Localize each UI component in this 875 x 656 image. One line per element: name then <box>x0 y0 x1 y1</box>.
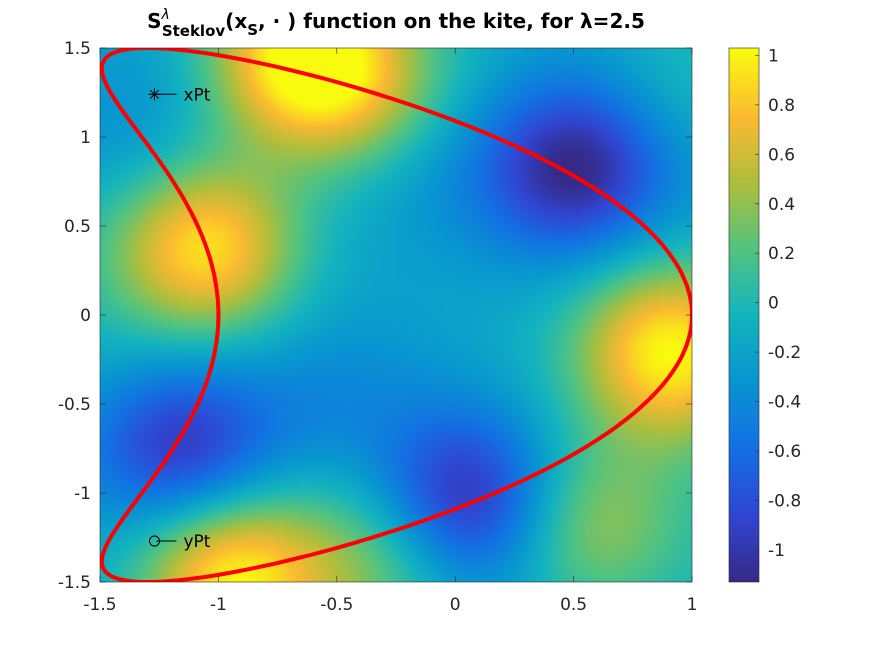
chart-title: Sλ Steklov(xS, · ) function on the kite, … <box>147 7 645 40</box>
heatmap-plot-area <box>100 48 692 582</box>
title-symbol: S <box>147 9 161 33</box>
yPt-marker: yPt <box>148 532 211 552</box>
x-tick-label: 1 <box>687 595 698 615</box>
colorbar-tick-label: 0.2 <box>768 244 795 264</box>
colorbar-tick-label: 0.6 <box>768 145 795 165</box>
title-arg-close: , · ) function on the kite, for λ=2.5 <box>258 9 645 33</box>
title-subscript: Steklov <box>162 22 226 40</box>
colorbar-tick-label: 0.4 <box>768 195 795 215</box>
y-tick-label: -0.5 <box>58 395 91 415</box>
y-axis-ticks: 1.5 1 0.5 0 -0.5 -1 -1.5 <box>58 39 692 593</box>
x-tick-label: 0 <box>450 595 461 615</box>
colorbar-tick-label: -0.2 <box>768 343 801 363</box>
y-tick-label: -1.5 <box>58 573 91 593</box>
y-tick-label: 1 <box>80 128 91 148</box>
x-tick-label: 0.5 <box>560 595 587 615</box>
xPt-label: xPt <box>183 85 210 105</box>
heatmap-image <box>100 48 692 582</box>
colorbar-tick-label: 0.8 <box>768 96 795 116</box>
xPt-marker: xPt <box>148 85 211 105</box>
asterisk-stroke <box>149 89 160 99</box>
y-tick-label: -1 <box>74 484 91 504</box>
colorbar-tick-label: -0.8 <box>768 491 801 511</box>
colorbar-tick-label: -0.6 <box>768 442 801 462</box>
kite-boundary-curve <box>100 48 692 582</box>
yPt-label: yPt <box>183 532 210 552</box>
y-tick-label: 1.5 <box>64 39 91 59</box>
x-tick-label: -0.5 <box>320 595 353 615</box>
colorbar: 1 0.8 0.6 0.4 0.2 0 -0.2 -0.4 -0.6 -0.8 -1 <box>728 46 801 583</box>
x-tick-label: -1.5 <box>83 595 116 615</box>
colorbar-tick-label: 1 <box>768 46 779 66</box>
title-superscript: λ <box>161 7 170 23</box>
colorbar-tick-label: -0.4 <box>768 393 801 413</box>
y-tick-label: 0.5 <box>64 217 91 237</box>
x-tick-label: -1 <box>210 595 227 615</box>
colorbar-box <box>728 47 760 583</box>
colorbar-tick-label: 0 <box>768 294 779 314</box>
colorbar-ticks: 1 0.8 0.6 0.4 0.2 0 -0.2 -0.4 -0.6 -0.8 -1 <box>755 46 801 561</box>
y-tick-label: 0 <box>80 306 91 326</box>
title-arg-sub: S <box>247 21 258 39</box>
point-markers: xPt yPt <box>148 85 211 552</box>
title-arg-open: (x <box>225 9 247 33</box>
x-axis-ticks: -1.5 -1 -0.5 0 0.5 1 <box>83 48 697 615</box>
colorbar-tick-label: -1 <box>768 541 785 561</box>
colorbar-gradient <box>729 48 759 582</box>
